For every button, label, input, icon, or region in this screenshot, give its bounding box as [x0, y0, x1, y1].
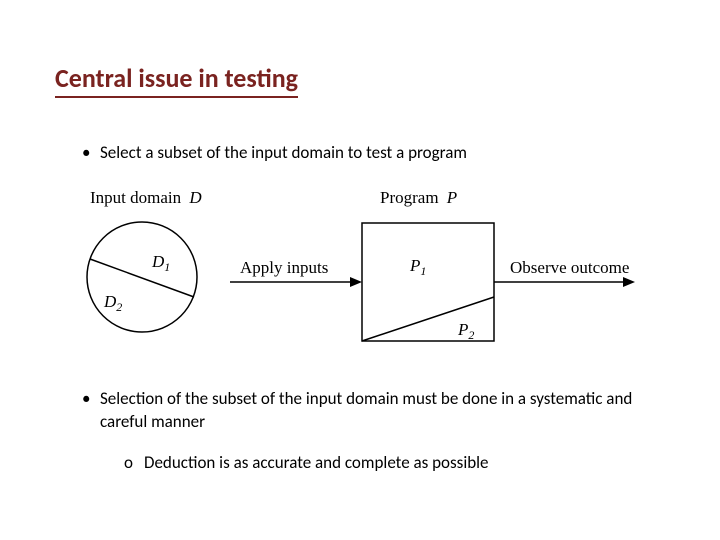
- label-program-text: Program: [380, 188, 439, 207]
- label-D2: D2: [103, 292, 122, 314]
- bullet-2: • Selection of the subset of the input d…: [100, 388, 640, 434]
- bullet-1: • Select a subset of the input domain to…: [100, 142, 640, 165]
- label-apply-inputs: Apply inputs: [240, 258, 328, 277]
- input-domain-circle: [87, 222, 197, 332]
- bullet-1-text: Select a subset of the input domain to t…: [100, 142, 467, 163]
- bullet-dot-icon: •: [82, 388, 90, 411]
- label-D1: D1: [151, 252, 170, 274]
- sub-bullet-o-icon: o: [124, 452, 133, 473]
- testing-diagram: Input domain D Program P D1 D2 Apply inp…: [60, 185, 660, 360]
- label-P2: P2: [457, 320, 474, 342]
- diagram-svg: Input domain D Program P D1 D2 Apply inp…: [60, 185, 660, 360]
- label-input-domain-text: Input domain: [90, 188, 182, 207]
- label-input-domain: Input domain D: [90, 188, 202, 207]
- page-title: Central issue in testing: [55, 62, 298, 98]
- bullet-dot-icon: •: [82, 142, 90, 165]
- label-D-var: D: [188, 188, 202, 207]
- label-P-var: P: [446, 188, 457, 207]
- arrow-observe-head: [623, 277, 635, 287]
- bullet-2-text: Selection of the subset of the input dom…: [100, 388, 632, 432]
- label-program: Program P: [380, 188, 457, 207]
- arrow-apply-head: [350, 277, 362, 287]
- label-P1: P1: [409, 256, 426, 278]
- sub-bullet-1: o Deduction is as accurate and complete …: [144, 452, 644, 473]
- label-observe-outcome: Observe outcome: [510, 258, 629, 277]
- program-square: [362, 223, 494, 341]
- sub-bullet-1-text: Deduction is as accurate and complete as…: [144, 452, 489, 473]
